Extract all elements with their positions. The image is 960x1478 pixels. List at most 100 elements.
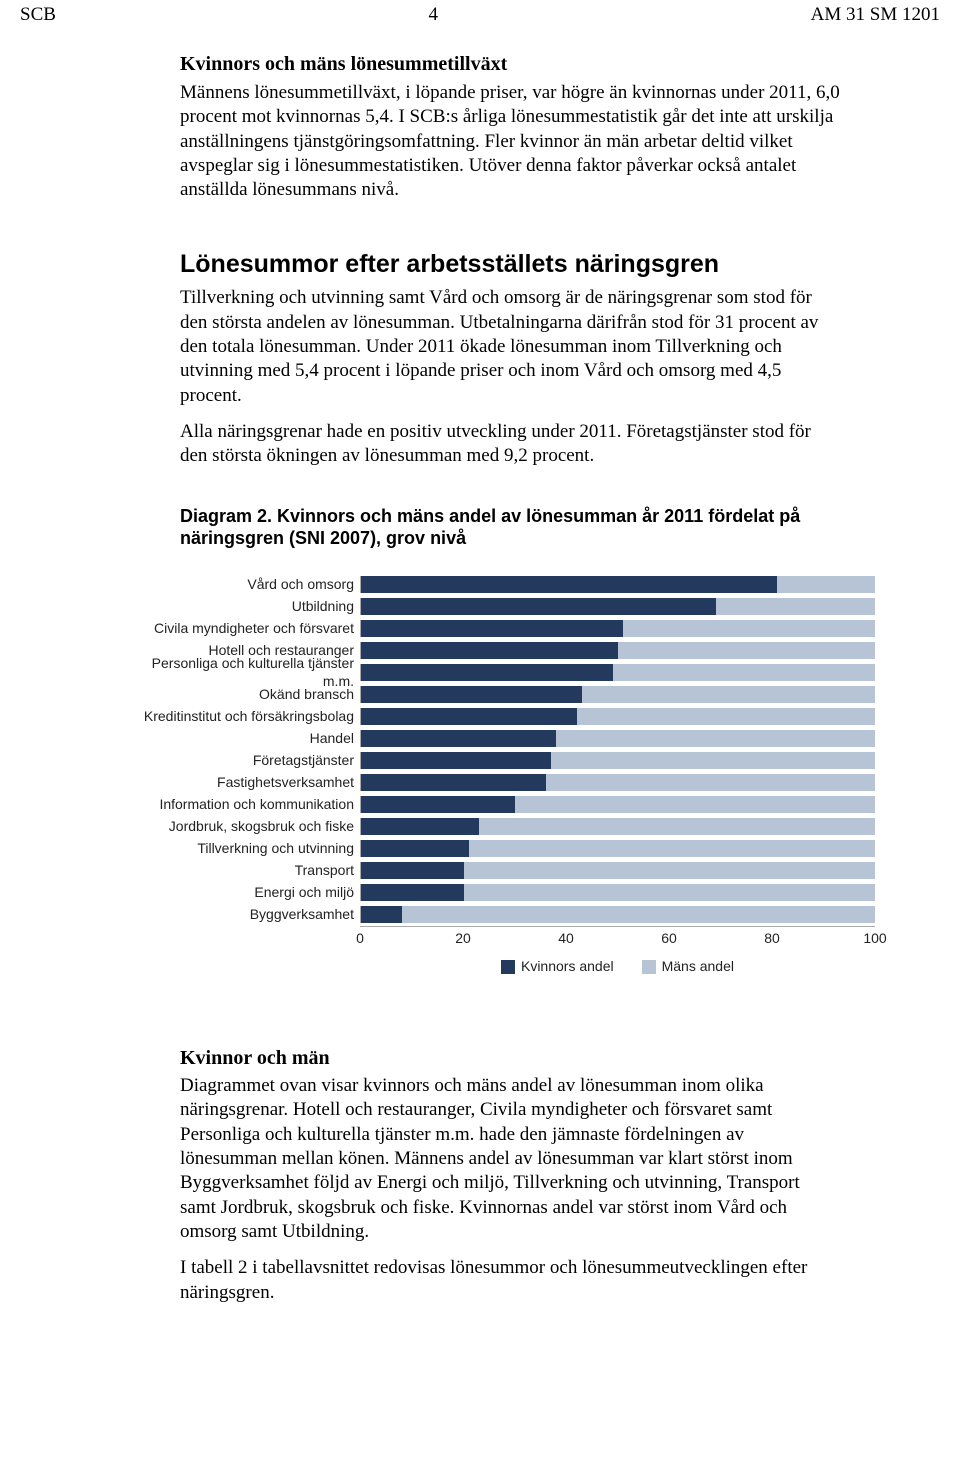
chart-row-label: Handel xyxy=(130,730,360,748)
chart-container: Vård och omsorg Utbildning Civila myndighe… xyxy=(0,552,960,976)
bar-kvinnor xyxy=(361,730,556,747)
chart-bar-track xyxy=(360,906,875,923)
bar-kvinnor xyxy=(361,686,582,703)
chart-ticks: 020406080100 xyxy=(360,930,875,948)
chart-row-label: Transport xyxy=(130,862,360,880)
chart-bar-track xyxy=(360,862,875,879)
chart-row: Transport xyxy=(130,860,875,882)
chart-bar-track xyxy=(360,730,875,747)
page-header: SCB 4 AM 31 SM 1201 xyxy=(0,0,960,30)
chart-row-label: Fastighetsverksamhet xyxy=(130,774,360,792)
chart-row: Utbildning xyxy=(130,596,875,618)
chart-row-label: Kreditinstitut och försäkringsbolag xyxy=(130,708,360,726)
section3-title: Kvinnor och män xyxy=(180,1046,840,1072)
legend-label-man: Mäns andel xyxy=(662,958,734,976)
bar-man xyxy=(479,818,875,835)
chart-row-label: Information och kommunikation xyxy=(130,796,360,814)
bar-kvinnor xyxy=(361,642,618,659)
section1-title: Kvinnors och mäns lönesummetillväxt xyxy=(180,52,840,78)
chart-row-label: Jordbruk, skogsbruk och fiske xyxy=(130,818,360,836)
chart-row: Kreditinstitut och försäkringsbolag xyxy=(130,706,875,728)
bar-kvinnor xyxy=(361,598,716,615)
chart-row-label: Okänd bransch xyxy=(130,686,360,704)
bar-kvinnor xyxy=(361,620,623,637)
legend-swatch-icon xyxy=(642,960,656,974)
chart-tick-label: 60 xyxy=(661,930,677,948)
bar-kvinnor xyxy=(361,664,613,681)
chart-tick-label: 80 xyxy=(764,930,780,948)
chart-row: Vård och omsorg xyxy=(130,574,875,596)
chart-bar-track xyxy=(360,840,875,857)
content-column: Kvinnors och mäns lönesummetillväxt Männ… xyxy=(0,52,960,549)
chart-tick-label: 20 xyxy=(455,930,471,948)
chart-row: Okänd bransch xyxy=(130,684,875,706)
bar-man xyxy=(464,862,875,879)
chart-bar-track xyxy=(360,752,875,769)
chart-row: Fastighetsverksamhet xyxy=(130,772,875,794)
chart-row-label: Utbildning xyxy=(130,598,360,616)
chart-bar-track xyxy=(360,774,875,791)
bar-kvinnor xyxy=(361,862,464,879)
chart-row: Jordbruk, skogsbruk och fiske xyxy=(130,816,875,838)
chart-row: Information och kommunikation xyxy=(130,794,875,816)
header-right: AM 31 SM 1201 xyxy=(811,3,940,27)
chart-row-label: Tillverkning och utvinning xyxy=(130,840,360,858)
section2-para1: Tillverkning och utvinning samt Vård och… xyxy=(180,286,840,408)
bar-man xyxy=(577,708,875,725)
chart-bar-track xyxy=(360,818,875,835)
bar-kvinnor xyxy=(361,818,479,835)
bar-kvinnor xyxy=(361,774,546,791)
chart-row: Energi och miljö xyxy=(130,882,875,904)
bar-kvinnor xyxy=(361,906,402,923)
bar-man xyxy=(469,840,875,857)
bar-kvinnor xyxy=(361,708,577,725)
section1-para: Männens lönesummetillväxt, i löpande pri… xyxy=(180,81,840,203)
chart-bar-track xyxy=(360,686,875,703)
bar-man xyxy=(546,774,875,791)
page: SCB 4 AM 31 SM 1201 Kvinnors och mäns lö… xyxy=(0,0,960,1357)
section2-para2: Alla näringsgrenar hade en positiv utvec… xyxy=(180,420,840,469)
bar-man xyxy=(551,752,875,769)
chart-row: Civila myndigheter och försvaret xyxy=(130,618,875,640)
chart-tick-label: 100 xyxy=(863,930,886,948)
header-page-number: 4 xyxy=(429,3,439,27)
bar-kvinnor xyxy=(361,796,515,813)
chart-bar-track xyxy=(360,642,875,659)
chart-bar-track xyxy=(360,620,875,637)
bar-kvinnor xyxy=(361,840,469,857)
bar-man xyxy=(618,642,875,659)
chart-row: Personliga och kulturella tjänster m.m. xyxy=(130,662,875,684)
bar-man xyxy=(515,796,875,813)
chart-row: Företagstjänster xyxy=(130,750,875,772)
bar-man xyxy=(623,620,875,637)
chart-bar-track xyxy=(360,598,875,615)
section3-para1: Diagrammet ovan visar kvinnors och mäns … xyxy=(180,1074,840,1244)
chart-tick-label: 0 xyxy=(356,930,364,948)
chart-bar-track xyxy=(360,884,875,901)
chart-row-label: Civila myndigheter och försvaret xyxy=(130,620,360,638)
bar-kvinnor xyxy=(361,884,464,901)
content-column-2: Kvinnor och män Diagrammet ovan visar kv… xyxy=(0,1046,960,1305)
legend-item-man: Mäns andel xyxy=(642,958,734,976)
bar-man xyxy=(402,906,875,923)
chart-row-label: Vård och omsorg xyxy=(130,576,360,594)
chart-bar-track xyxy=(360,664,875,681)
bar-kvinnor xyxy=(361,752,551,769)
bar-man xyxy=(777,576,875,593)
bar-man xyxy=(613,664,875,681)
bar-man xyxy=(556,730,875,747)
section2-title: Lönesummor efter arbetsställets näringsg… xyxy=(180,248,840,280)
chart-row-label: Energi och miljö xyxy=(130,884,360,902)
diagram-title: Diagram 2. Kvinnors och mäns andel av lö… xyxy=(180,505,840,550)
legend-swatch-icon xyxy=(501,960,515,974)
chart-row-label: Byggverksamhet xyxy=(130,906,360,924)
chart-row-label: Företagstjänster xyxy=(130,752,360,770)
chart-legend: Kvinnors andelMäns andel xyxy=(360,958,875,976)
section3-para2: I tabell 2 i tabellavsnittet redovisas l… xyxy=(180,1256,840,1305)
chart-row: Byggverksamhet xyxy=(130,904,875,926)
chart-row: Handel xyxy=(130,728,875,750)
chart-bar-track xyxy=(360,796,875,813)
bar-kvinnor xyxy=(361,576,777,593)
bar-man xyxy=(582,686,875,703)
chart-bar-track xyxy=(360,576,875,593)
